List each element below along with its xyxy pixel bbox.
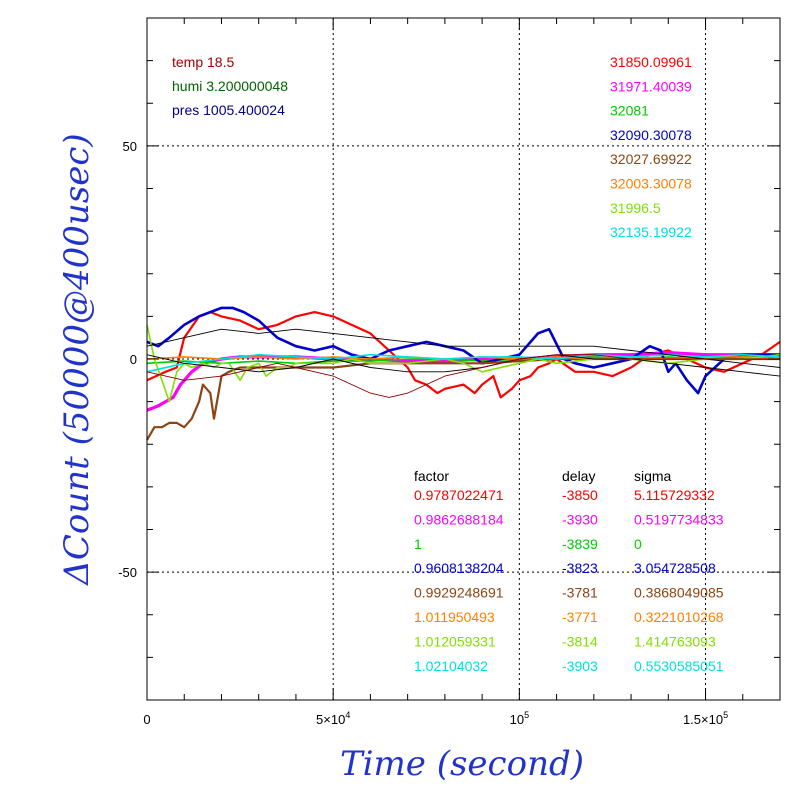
- table-cell: 0.9608138204: [414, 560, 504, 576]
- table-cell: 1.011950493: [414, 609, 495, 625]
- x-tick-label: 5×104: [316, 710, 350, 727]
- table-cell: -3814: [562, 633, 598, 649]
- y-tick-label: -50: [118, 565, 137, 580]
- table-header: delay: [562, 468, 595, 484]
- table-cell: -3839: [562, 536, 598, 552]
- table-header: factor: [414, 468, 449, 484]
- series-mean-label: 32090.30078: [610, 127, 692, 143]
- series-line-1: [146, 311, 781, 399]
- annotations: temp 18.5 humi 3.200000048 pres 1005.40002…: [172, 54, 724, 674]
- table-cell: -3903: [562, 658, 598, 674]
- table-cell: 1.02104032: [414, 658, 488, 674]
- table-cell: -3850: [562, 487, 598, 503]
- series-line-3: [146, 356, 780, 365]
- series-mean-label: 32135.19922: [610, 224, 692, 240]
- y-axis-title: ΔCount (50000@400usec): [57, 133, 97, 586]
- table-cell: -3771: [562, 609, 598, 625]
- table-cell: -3930: [562, 511, 598, 527]
- table-cell: -3823: [562, 560, 598, 576]
- table-header: sigma: [634, 468, 672, 484]
- table-cell: 3.054728508: [634, 560, 716, 576]
- table-cell: 0.3221010268: [634, 609, 724, 625]
- x-tick-label: 0: [143, 712, 150, 727]
- table-cell: 0.5197734833: [634, 511, 724, 527]
- tick-marks: [146, 17, 781, 701]
- series-mean-label: 31996.5: [610, 200, 661, 216]
- table-cell: 1: [414, 536, 422, 552]
- series-mean-label: 32003.30078: [610, 176, 692, 192]
- x-axis-title: Time (second): [340, 744, 584, 784]
- series-line-7: [146, 324, 781, 403]
- table-cell: 0.3868049085: [634, 585, 724, 601]
- env-label: humi 3.200000048: [172, 78, 288, 94]
- series-mean-label: 32081: [610, 103, 649, 119]
- y-tick-label: 0: [130, 352, 137, 367]
- table-cell: -3781: [562, 585, 598, 601]
- env-label: pres 1005.400024: [172, 102, 285, 118]
- x-tick-label: 105: [510, 710, 529, 727]
- series-mean-label: 32027.69922: [610, 151, 692, 167]
- y-tick-label: 50: [123, 139, 137, 154]
- table-cell: 0.5530585051: [634, 658, 724, 674]
- table-cell: 0: [634, 536, 642, 552]
- table-cell: 0.9787022471: [414, 487, 504, 503]
- series-group: [146, 306, 781, 441]
- table-cell: 0.9929248691: [414, 585, 504, 601]
- series-line-9: [146, 328, 781, 368]
- series-mean-label: 31971.40039: [610, 78, 692, 94]
- table-cell: 0.9862688184: [414, 511, 504, 527]
- series-mean-label: 31850.09961: [610, 54, 692, 70]
- env-label: temp 18.5: [172, 54, 234, 70]
- table-cell: 1.012059331: [414, 633, 496, 649]
- table-cell: 1.414763093: [634, 633, 716, 649]
- series-line-10: [146, 354, 781, 377]
- x-tick-label: 1.5×105: [683, 710, 728, 727]
- table-cell: 5.115729332: [634, 487, 715, 503]
- series-line-11: [146, 354, 780, 398]
